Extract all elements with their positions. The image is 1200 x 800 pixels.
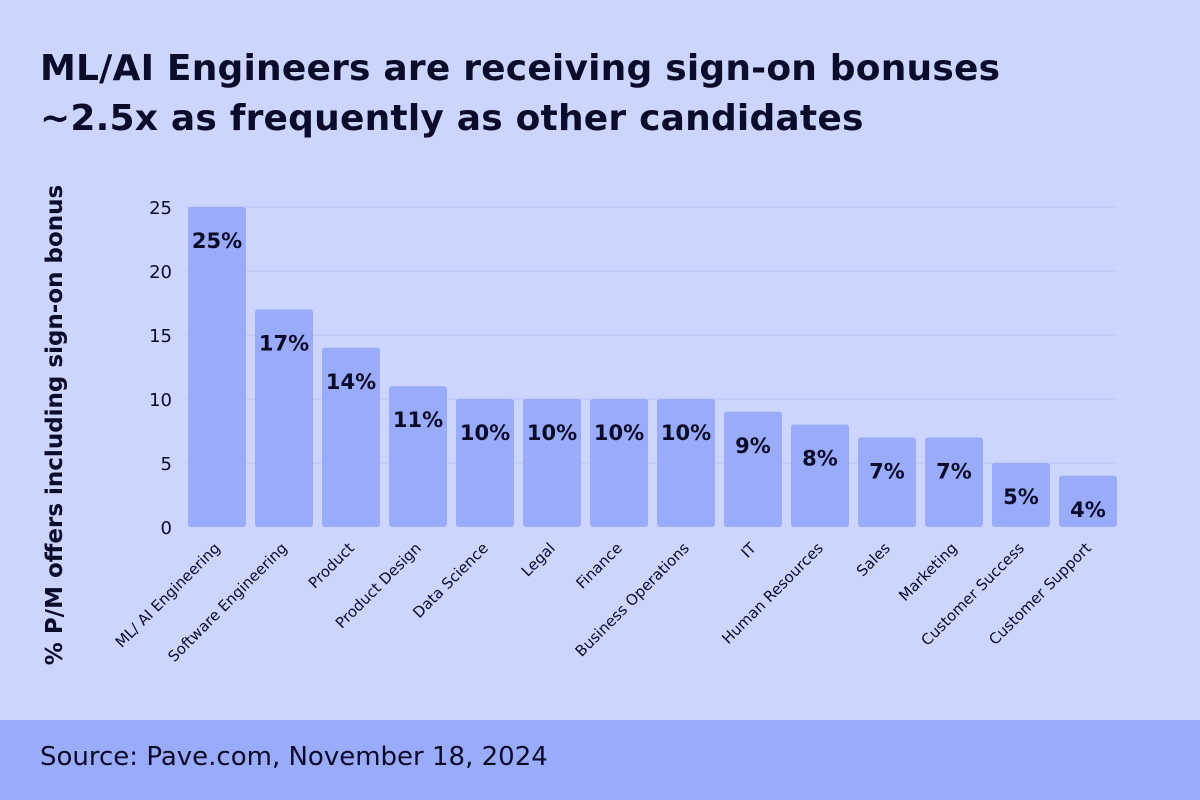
bar	[1059, 475, 1117, 527]
data-label: 11%	[393, 408, 443, 432]
y-tick-label: 10	[149, 390, 172, 411]
footer: Source: Pave.com, November 18, 2024	[0, 720, 1200, 800]
bar	[255, 309, 313, 527]
x-tick-label: Business Operations	[572, 539, 693, 660]
y-axis-label: % P/M offers including sign-on bonus	[42, 185, 68, 665]
x-tick-label: Legal	[518, 539, 559, 580]
source-note: Source: Pave.com, November 18, 2024	[40, 742, 548, 772]
data-label: 14%	[326, 370, 376, 394]
y-tick-label: 25	[149, 198, 172, 219]
data-label: 7%	[869, 459, 905, 483]
bar	[456, 399, 514, 527]
data-label: 5%	[1003, 485, 1039, 509]
y-tick-label: 0	[161, 518, 172, 539]
bars: 25% 17% 14% 11% 10% 10% 10% 10% 9% 8% 7% 7% 5% 4%	[188, 207, 1117, 527]
data-label: 10%	[527, 421, 577, 445]
bar	[925, 437, 983, 527]
x-tick-label: Software Engineering	[164, 539, 291, 666]
bar	[188, 207, 246, 527]
x-tick-label: Product	[305, 539, 358, 592]
bar	[858, 437, 916, 527]
bar	[724, 411, 782, 527]
bar	[992, 463, 1050, 527]
data-label: 4%	[1070, 498, 1106, 522]
data-label: 9%	[735, 434, 771, 458]
y-tick-label: 5	[161, 454, 172, 475]
y-tick-label: 20	[149, 262, 172, 283]
title-line-2: ~2.5x as frequently as other candidates	[40, 98, 864, 139]
data-label: 17%	[259, 331, 309, 355]
data-label: 10%	[460, 421, 510, 445]
bar-chart: 0 5 10 15 20 25 25% 17% 14% 11% 10% 10% 10% 10% 9% 8% 7…	[42, 185, 1118, 666]
bar	[590, 399, 648, 527]
x-tick-label: Human Resources	[718, 539, 827, 648]
data-label: 10%	[594, 421, 644, 445]
title-line-1: ML/AI Engineers are receiving sign-on bo…	[40, 48, 1001, 89]
data-label: 8%	[802, 447, 838, 471]
x-tick-label: Sales	[853, 539, 894, 580]
data-label: 25%	[192, 229, 242, 253]
data-label: 7%	[936, 459, 972, 483]
bar	[523, 399, 581, 527]
chart-title: ML/AI Engineers are receiving sign-on bo…	[40, 44, 1000, 144]
x-tick-label: IT	[737, 539, 760, 562]
bar	[657, 399, 715, 527]
bar	[791, 424, 849, 527]
data-label: 10%	[661, 421, 711, 445]
bar	[389, 386, 447, 527]
y-axis-ticks: 0 5 10 15 20 25	[149, 198, 172, 539]
bar	[322, 347, 380, 527]
x-tick-label: Finance	[573, 539, 626, 592]
x-tick-label: Marketing	[895, 539, 961, 605]
y-tick-label: 15	[149, 326, 172, 347]
